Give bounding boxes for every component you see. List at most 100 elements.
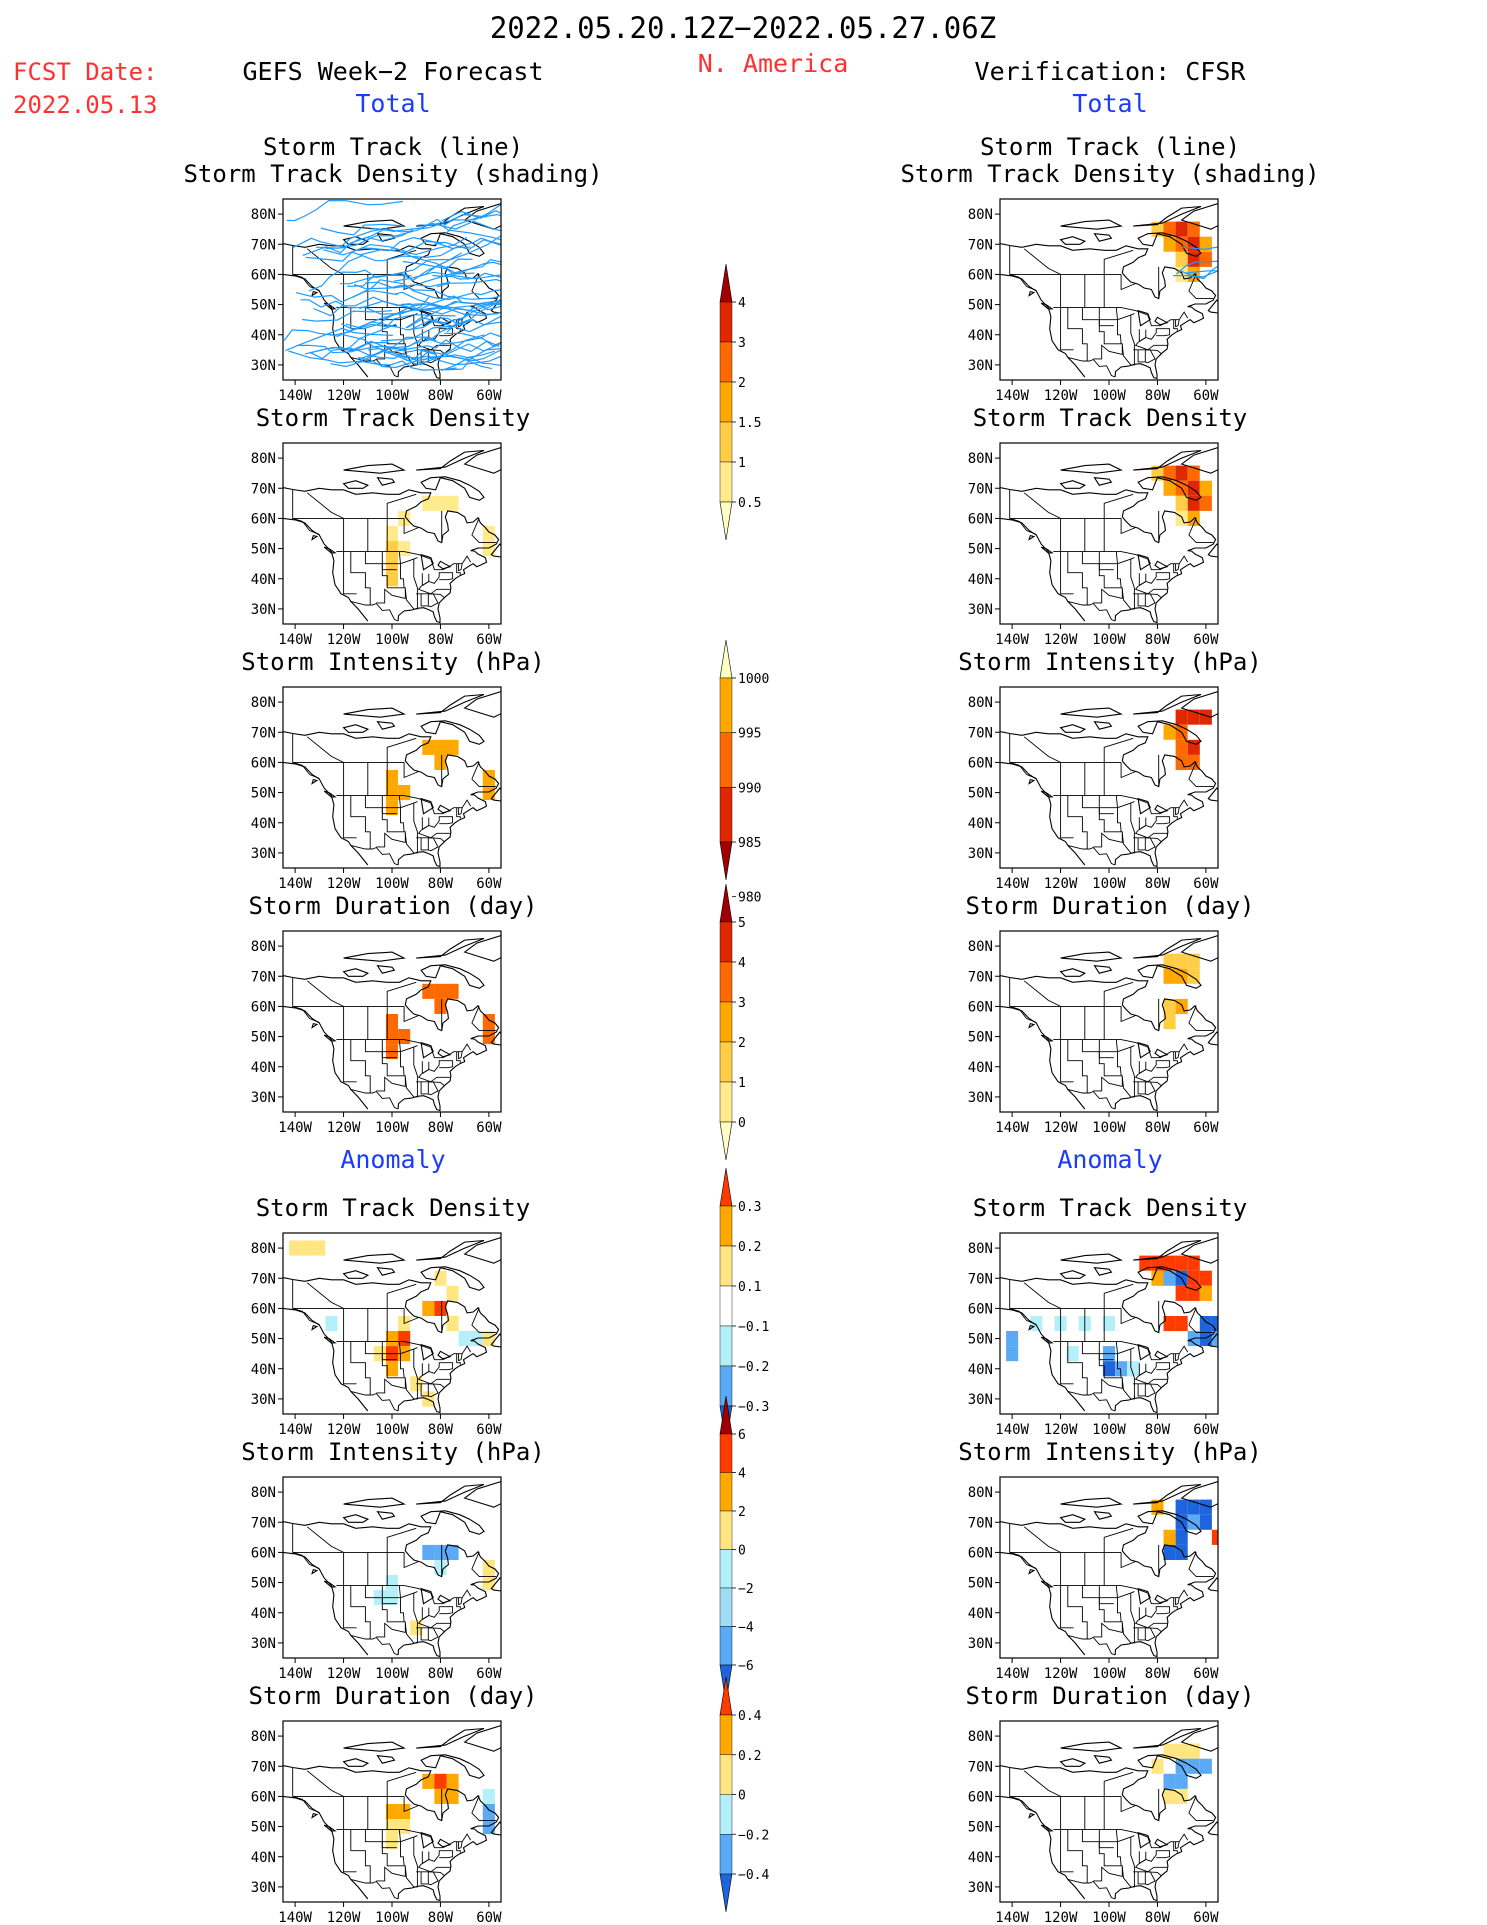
lat-tick-label: 50N [251,786,276,802]
lon-tick-label: 100W [1092,1120,1126,1136]
lat-tick-label: 30N [251,1880,276,1896]
panel-title: Storm Intensity (hPa) [958,1438,1261,1466]
lon-tick-label: 100W [1092,1910,1126,1925]
political-border [336,1585,472,1605]
political-border [400,557,418,565]
lon-tick-label: 140W [278,632,312,648]
lon-tick-label: 100W [375,876,409,892]
island-outline [420,1831,434,1849]
colorbar-band [719,921,733,963]
political-border [1009,1767,1037,1813]
political-border [1009,245,1037,291]
island-outline [463,934,501,962]
lat-tick-label: 60N [968,511,993,527]
colorbar-label: 3 [738,336,746,351]
lon-tick-label: 80W [1145,1120,1171,1136]
lon-tick-label: 60W [1193,1120,1219,1136]
storm-track-line [399,315,501,351]
island-outline [323,1034,337,1042]
political-border [398,1829,401,1842]
political-border [1067,1585,1088,1639]
political-border [1067,1829,1088,1883]
island-outline [420,553,434,571]
political-border [1121,559,1135,610]
density-cell [1211,1316,1218,1332]
lon-tick-label: 140W [995,876,1029,892]
island-outline [1040,1034,1054,1042]
political-border [421,1060,454,1075]
colorbar-band [719,1714,733,1755]
colorbar-total-duration: 5 4 3 2 1 0 [719,883,746,1161]
colorbar-label: 1000 [738,672,769,687]
density-cell [1163,1014,1176,1030]
colorbar-label: 6 [738,1428,746,1443]
political-border [421,1362,454,1377]
lat-tick-label: 60N [968,1789,993,1805]
island-outline [416,693,485,715]
political-border [306,1770,344,1797]
political-border [343,1341,357,1385]
colorbar-label: −2 [738,1582,754,1597]
density-cell [289,1240,302,1256]
political-border [458,807,463,816]
lon-tick-label: 80W [428,876,454,892]
density-cell [482,770,495,786]
density-cell [1199,1270,1212,1286]
political-border [1067,1878,1116,1900]
political-border [416,1627,445,1632]
lat-tick-label: 60N [251,1789,276,1805]
island-outline [343,463,406,474]
island-outline [323,1580,337,1588]
island-outline [1180,202,1218,230]
political-border [1103,1527,1134,1553]
political-border [1053,1341,1189,1361]
political-border [400,1347,418,1355]
political-border [364,551,406,604]
political-border [417,1851,451,1873]
density-cell [434,1300,447,1316]
political-border [1053,307,1189,327]
map-panel-gefs-total-intensity: Storm Intensity (hPa)80N70N60N50N40N30N1… [241,648,544,892]
density-cell [1163,1773,1176,1789]
political-border [1067,844,1116,866]
storm-track-line [341,269,412,279]
lon-tick-label: 140W [995,1120,1029,1136]
density-cell [1163,221,1176,237]
lon-tick-label: 80W [1145,1422,1171,1438]
political-border [1103,981,1134,1007]
political-border [1188,1551,1214,1578]
political-border [400,1835,418,1843]
storm-track-line [1180,265,1218,280]
political-border [1053,1829,1189,1849]
density-cell [434,754,447,770]
colorbar-label: 2 [738,1036,746,1051]
political-border [306,736,344,763]
island-outline [1060,463,1123,474]
coastline-east [283,1277,500,1414]
political-border [1173,807,1178,819]
political-border [1115,1585,1118,1598]
density-cell [1175,1544,1188,1560]
lon-tick-label: 140W [995,632,1029,648]
political-border [1098,1841,1114,1849]
island-outline [1040,302,1054,310]
political-border [1060,1829,1074,1873]
island-outline [1028,290,1036,297]
density-cell [1199,480,1212,496]
island-outline [342,1758,370,1767]
political-border [1098,319,1114,327]
colorbar-label: −0.1 [738,1320,769,1335]
colorbar-band [719,1626,733,1666]
political-border [1188,1795,1214,1822]
political-border [400,801,418,809]
island-outline [437,560,452,570]
political-border [1117,1045,1135,1053]
colorbar-label: 0.2 [738,1749,761,1764]
lon-tick-label: 120W [1044,876,1078,892]
lat-tick-label: 30N [968,846,993,862]
lat-tick-label: 80N [251,451,276,467]
lat-tick-label: 40N [968,1060,993,1076]
density-cell [1175,1285,1188,1301]
political-border [1009,733,1037,779]
island-outline [342,1514,370,1523]
